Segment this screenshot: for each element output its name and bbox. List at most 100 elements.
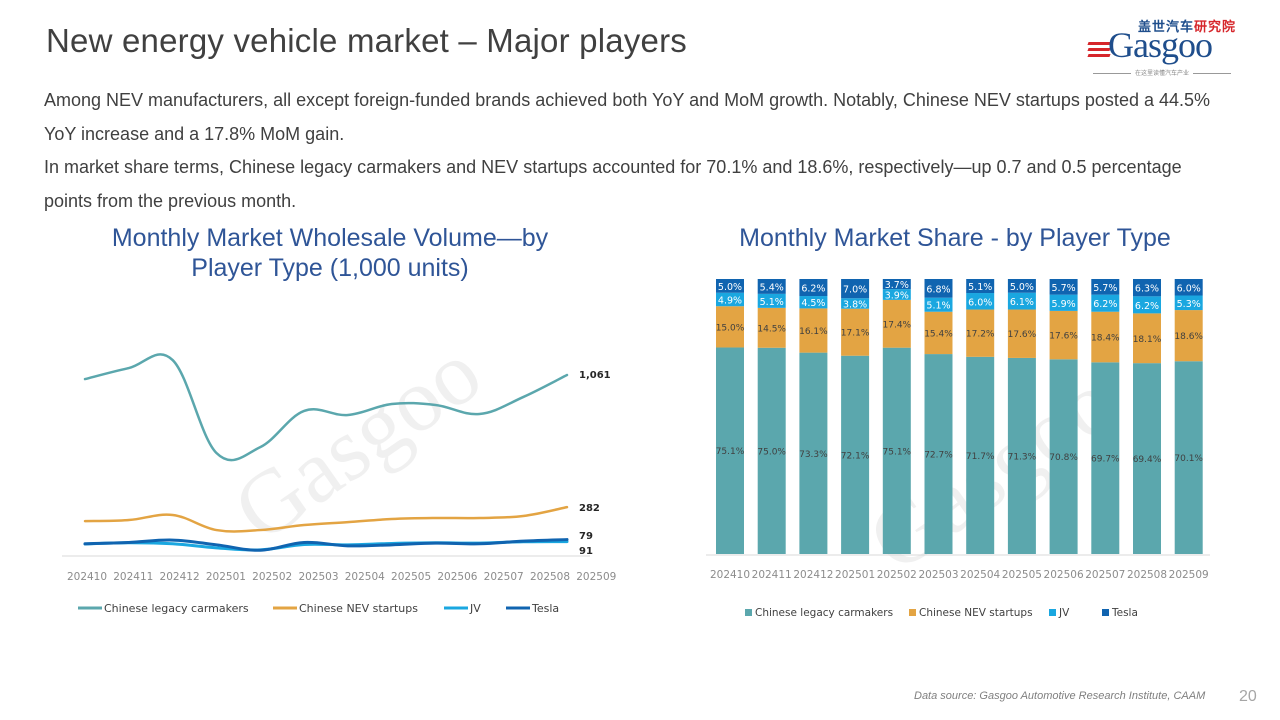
bar-segment-chinese-nev-startups bbox=[1174, 310, 1203, 362]
data-label: 6.0% bbox=[1177, 283, 1201, 294]
legend-swatch bbox=[745, 609, 752, 616]
x-tick-label: 202509 bbox=[576, 571, 616, 583]
x-tick-label: 202506 bbox=[437, 571, 477, 583]
bar-segment-chinese-legacy-carmakers bbox=[841, 355, 870, 554]
x-tick-label: 202412 bbox=[160, 571, 200, 583]
bar-segment-tesla bbox=[1133, 279, 1161, 297]
data-label: 6.2% bbox=[1093, 299, 1117, 310]
line-chart: 1,061 282 79 91 202410 202411 202412 202501 2025… bbox=[62, 353, 616, 615]
data-label: 4.9% bbox=[718, 295, 742, 306]
legend-label: Tesla bbox=[531, 602, 559, 615]
bar-segment-tesla bbox=[966, 279, 995, 294]
data-label: 14.5% bbox=[757, 324, 786, 334]
bar-segment-chinese-legacy-carmakers bbox=[1049, 359, 1078, 554]
data-label: 15.0% bbox=[716, 323, 745, 333]
data-label: 75.1% bbox=[883, 447, 912, 457]
bar-segment-tesla bbox=[1174, 279, 1203, 296]
bar-segment-jv bbox=[799, 296, 828, 309]
logo-chinese-name: 盖世汽车研究院 bbox=[1138, 19, 1237, 34]
x-tick-label: 202412 bbox=[793, 569, 833, 581]
data-label: 3.9% bbox=[885, 291, 909, 302]
data-label: 17.6% bbox=[1049, 332, 1078, 342]
data-label: 70.1% bbox=[1174, 454, 1203, 464]
bar-segment-tesla bbox=[882, 279, 911, 290]
bar-segment-jv bbox=[966, 293, 995, 310]
series-line-tesla bbox=[83, 538, 569, 552]
data-label: 6.0% bbox=[968, 297, 992, 308]
summary-paragraph-1: Among NEV manufacturers, all except fore… bbox=[44, 90, 1211, 144]
page-number: 20 bbox=[1239, 688, 1257, 705]
bar-stack-202411: 75.0% 14.5% 5.1% 5.4% bbox=[757, 279, 786, 554]
bar-segment-chinese-legacy-carmakers bbox=[799, 352, 828, 554]
bar-segment-chinese-nev-startups bbox=[1007, 309, 1036, 358]
data-label: 5.0% bbox=[1010, 282, 1034, 293]
bar-stack-202501: 72.1% 17.1% 3.8% 7.0% bbox=[841, 279, 870, 554]
x-tick-label: 202501 bbox=[835, 569, 875, 581]
legend-label: Tesla bbox=[1111, 607, 1138, 619]
data-label: 5.4% bbox=[760, 282, 784, 293]
bar-segment-jv bbox=[1174, 295, 1203, 311]
legend-swatch bbox=[909, 609, 916, 616]
data-label: 6.1% bbox=[1010, 297, 1034, 308]
x-tick-label: 202502 bbox=[252, 571, 292, 583]
data-label: 5.7% bbox=[1093, 283, 1117, 294]
summary-text: Among NEV manufacturers, all except fore… bbox=[44, 84, 1234, 218]
bar-segment-jv bbox=[924, 297, 953, 312]
bar-segment-tesla bbox=[757, 279, 786, 294]
data-label: 75.1% bbox=[716, 447, 745, 457]
bar-segment-chinese-legacy-carmakers bbox=[966, 356, 995, 554]
end-value-label: 282 bbox=[579, 503, 600, 514]
data-label: 16.1% bbox=[799, 327, 828, 337]
data-label: 4.5% bbox=[801, 298, 825, 309]
data-label: 69.7% bbox=[1091, 455, 1120, 465]
bar-segment-chinese-legacy-carmakers bbox=[757, 347, 786, 554]
data-label: 6.3% bbox=[1135, 284, 1159, 295]
data-label: 3.8% bbox=[843, 299, 867, 310]
x-tick-label: 202411 bbox=[752, 569, 792, 581]
bar-segment-chinese-nev-startups bbox=[757, 307, 786, 348]
legend-label: Chinese NEV startups bbox=[299, 602, 418, 615]
data-label: 5.1% bbox=[968, 282, 992, 293]
data-label: 71.3% bbox=[1008, 452, 1037, 462]
bar-segment-chinese-nev-startups bbox=[924, 311, 953, 355]
bar-segment-jv bbox=[841, 298, 870, 309]
bar-segment-chinese-nev-startups bbox=[966, 309, 995, 357]
x-tick-label: 202504 bbox=[960, 569, 1000, 581]
logo-tagline: 在这里读懂汽车产业 bbox=[1086, 68, 1238, 77]
legend-label: Chinese NEV startups bbox=[919, 607, 1033, 619]
data-label: 17.6% bbox=[1008, 330, 1037, 340]
bar-segment-tesla bbox=[841, 279, 870, 299]
bar-stack-202507: 69.7% 18.4% 6.2% 5.7% bbox=[1091, 279, 1120, 554]
x-tick-label: 202410 bbox=[67, 571, 107, 583]
data-label: 17.1% bbox=[841, 329, 870, 339]
bar-segment-jv bbox=[882, 289, 911, 300]
x-tick-label: 202507 bbox=[1085, 569, 1125, 581]
bar-stack-202503: 72.7% 15.4% 5.1% 6.8% bbox=[924, 279, 953, 554]
x-tick-label: 202503 bbox=[298, 571, 338, 583]
bar-segment-tesla bbox=[799, 279, 828, 297]
bar-segment-tesla bbox=[1007, 279, 1036, 293]
data-label: 5.1% bbox=[926, 301, 950, 312]
data-label: 5.3% bbox=[1177, 299, 1201, 310]
bar-segment-chinese-legacy-carmakers bbox=[716, 347, 744, 554]
bar-segment-jv bbox=[1091, 294, 1120, 312]
x-tick-label: 202506 bbox=[1044, 569, 1084, 581]
gasgoo-logo: 盖世汽车研究院 Gasgoo 在这里读懂汽车产业 bbox=[1086, 16, 1238, 78]
data-label: 73.3% bbox=[799, 450, 828, 460]
bar-stack-202502: 75.1% 17.4% 3.9%3.7% bbox=[883, 279, 912, 554]
data-label: 5.9% bbox=[1052, 299, 1076, 310]
data-label: 70.8% bbox=[1049, 453, 1078, 463]
x-tick-label: 202501 bbox=[206, 571, 246, 583]
x-tick-label: 202508 bbox=[1127, 569, 1167, 581]
bar-segment-chinese-nev-startups bbox=[799, 308, 828, 353]
legend-swatch bbox=[1049, 609, 1056, 616]
data-label: 15.4% bbox=[924, 329, 953, 339]
bar-stack-202508: 69.4% 18.1% 6.2% 6.3% bbox=[1133, 279, 1162, 554]
data-label: 18.4% bbox=[1091, 334, 1120, 344]
logo-wordmark: Gasgoo bbox=[1108, 25, 1213, 65]
x-tick-label: 202509 bbox=[1169, 569, 1209, 581]
bar-segment-chinese-legacy-carmakers bbox=[1174, 361, 1203, 554]
x-tick-label: 202507 bbox=[484, 571, 524, 583]
data-label: 5.0% bbox=[718, 282, 742, 293]
bar-segment-chinese-legacy-carmakers bbox=[1133, 363, 1161, 554]
